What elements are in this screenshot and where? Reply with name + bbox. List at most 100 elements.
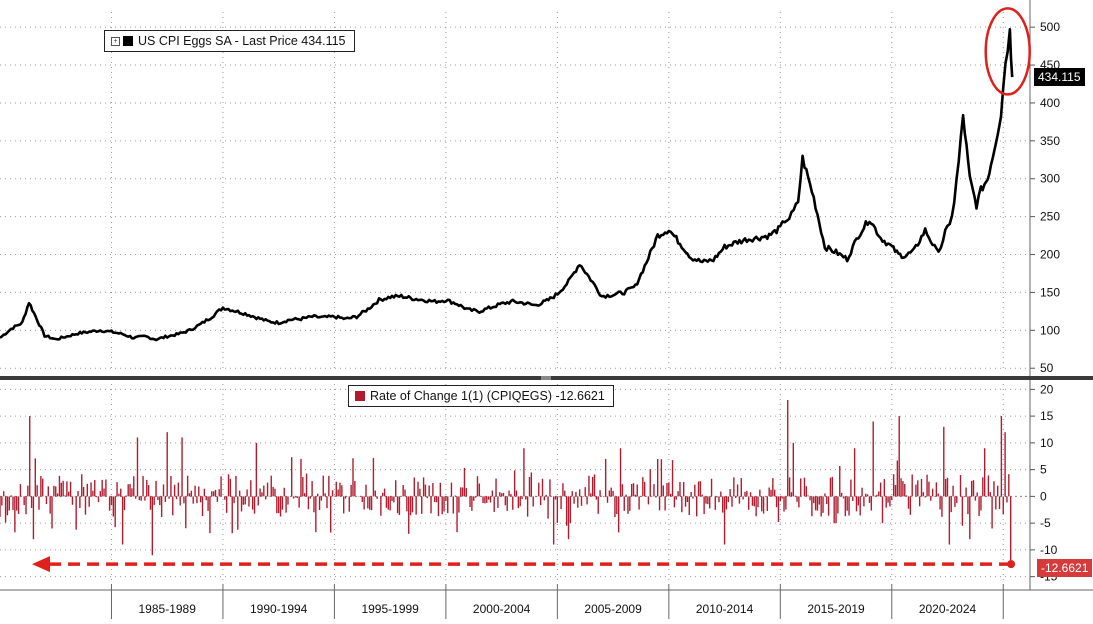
x-axis-tick-label: 1985-1989 (139, 602, 197, 616)
roc-bar (105, 479, 106, 496)
roc-bar (75, 496, 76, 529)
roc-bar (144, 496, 145, 500)
roc-bar (79, 496, 80, 508)
roc-y-tick-label: -10 (1040, 543, 1058, 557)
roc-bar (62, 481, 63, 497)
roc-bar (520, 496, 521, 506)
roc-bar (592, 477, 593, 496)
annotation-arrowhead (32, 556, 50, 572)
roc-bar (233, 496, 234, 503)
roc-bar (949, 496, 950, 544)
expand-icon[interactable]: + (111, 37, 120, 46)
roc-bar (324, 493, 325, 496)
roc-bar (172, 496, 173, 515)
roc-bar (261, 492, 262, 496)
roc-bar (488, 496, 489, 499)
roc-bar (984, 448, 985, 496)
roc-bar (954, 496, 955, 507)
roc-bar (1006, 496, 1007, 502)
roc-bar (85, 496, 86, 514)
roc-bar (980, 496, 981, 510)
roc-bar (711, 479, 712, 497)
roc-bar (395, 480, 396, 496)
roc-bar (956, 496, 957, 503)
price-legend[interactable]: + US CPI Eggs SA - Last Price 434.115 (104, 30, 355, 52)
roc-bar (1008, 474, 1009, 496)
roc-bar (579, 489, 580, 496)
roc-bar (846, 496, 847, 510)
roc-bar (384, 489, 385, 497)
roc-bar (562, 483, 563, 496)
roc-bar (68, 492, 69, 497)
roc-bar (908, 496, 909, 508)
roc-bar (609, 491, 610, 497)
roc-bar (1001, 416, 1002, 496)
roc-bar (605, 459, 606, 496)
price-y-tick-label: 250 (1040, 210, 1060, 224)
roc-bar (388, 496, 389, 509)
roc-bar (298, 496, 299, 507)
roc-bar (969, 496, 970, 539)
roc-bar (518, 496, 519, 508)
roc-bar (369, 496, 370, 509)
roc-bar (295, 496, 296, 497)
roc-bar (599, 490, 600, 496)
roc-bar (947, 478, 948, 497)
roc-bar (822, 496, 823, 513)
roc-bar (572, 491, 573, 496)
roc-bar (820, 496, 821, 516)
roc-bar (796, 496, 797, 501)
roc-bar (817, 496, 818, 510)
roc-bar (389, 496, 390, 510)
roc-bar (100, 491, 101, 496)
roc-bar (287, 496, 288, 504)
roc-bar (557, 496, 558, 523)
x-axis-tick-label: 2005-2009 (584, 602, 642, 616)
roc-bar (248, 496, 249, 506)
roc-bar (861, 488, 862, 497)
roc-bar (16, 496, 17, 510)
roc-bar (698, 482, 699, 497)
roc-bar (211, 491, 212, 496)
price-legend-swatch (123, 36, 133, 46)
roc-bar (475, 496, 476, 497)
roc-bar (494, 496, 495, 512)
roc-y-tick-label: 5 (1040, 463, 1047, 477)
roc-bar (564, 491, 565, 497)
roc-bar (977, 492, 978, 496)
roc-bar (187, 476, 188, 497)
roc-bar (5, 496, 6, 522)
roc-bar (768, 487, 769, 496)
roc-bar (960, 475, 961, 496)
roc-bar (497, 496, 498, 508)
roc-bar (510, 494, 511, 496)
roc-bar (142, 476, 143, 496)
roc-bar (828, 496, 829, 515)
resize-handle-icon[interactable] (541, 376, 551, 380)
roc-legend[interactable]: Rate of Change 1(1) (CPIQEGS) -12.6621 (348, 385, 614, 407)
price-y-tick-label: 350 (1040, 134, 1060, 148)
roc-bar (20, 484, 21, 496)
roc-bar (402, 485, 403, 496)
roc-bar (207, 496, 208, 511)
roc-bar (111, 496, 112, 505)
roc-bar (735, 496, 736, 498)
roc-bar (454, 496, 455, 497)
roc-bar (741, 478, 742, 496)
roc-bar (516, 490, 517, 496)
roc-bar (141, 496, 142, 500)
roc-bar (692, 496, 693, 498)
roc-bar (27, 486, 28, 497)
roc-bar (178, 483, 179, 497)
roc-bar (672, 460, 673, 496)
roc-bar (339, 483, 340, 497)
roc-bar (64, 495, 65, 496)
roc-bar (813, 496, 814, 503)
roc-bar (811, 496, 812, 516)
roc-bar (904, 484, 905, 496)
roc-bar (148, 485, 149, 496)
roc-bar (533, 496, 534, 506)
roc-bar (59, 476, 60, 497)
roc-bar (739, 496, 740, 503)
